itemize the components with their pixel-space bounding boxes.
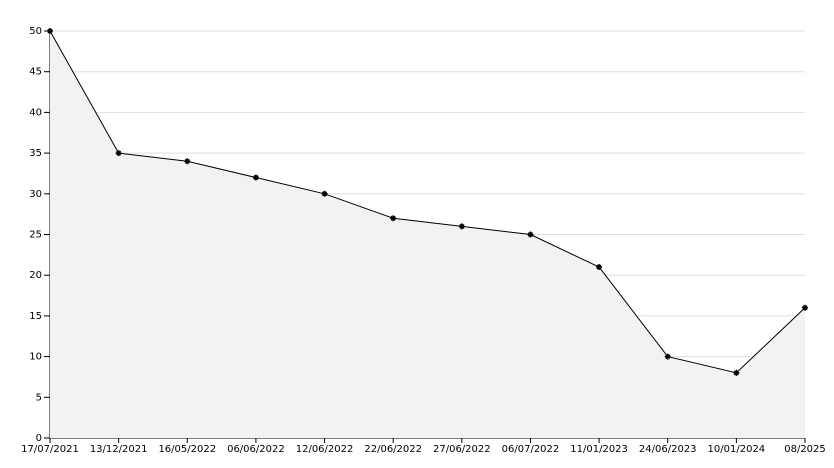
y-tick-label: 20 bbox=[29, 270, 42, 281]
y-tick-label: 10 bbox=[29, 352, 42, 363]
marker bbox=[184, 158, 191, 165]
x-tick-label: 27/06/2022 bbox=[433, 444, 491, 455]
y-tick-label: 15 bbox=[29, 311, 42, 322]
marker bbox=[527, 231, 534, 238]
marker bbox=[458, 223, 465, 230]
marker bbox=[321, 190, 328, 197]
x-tick-label: 10/01/2024 bbox=[708, 444, 766, 455]
y-tick-label: 0 bbox=[36, 433, 42, 444]
y-tick-label: 40 bbox=[29, 107, 42, 118]
x-tick-label: 11/01/2023 bbox=[570, 444, 628, 455]
x-tick-label: 12/06/2022 bbox=[296, 444, 354, 455]
y-tick-label: 50 bbox=[29, 26, 42, 37]
x-tick-label: 16/05/2022 bbox=[158, 444, 216, 455]
marker bbox=[733, 369, 740, 376]
x-tick-label: 22/06/2022 bbox=[364, 444, 422, 455]
x-tick-label: 24/06/2023 bbox=[639, 444, 697, 455]
marker bbox=[47, 28, 53, 34]
marker bbox=[390, 215, 397, 222]
y-tick-label: 45 bbox=[29, 67, 42, 78]
marker bbox=[802, 304, 808, 311]
y-tick-label: 5 bbox=[36, 392, 42, 403]
marker bbox=[252, 174, 259, 181]
x-tick-label: 17/07/2021 bbox=[21, 444, 79, 455]
marker bbox=[596, 264, 603, 271]
y-tick-label: 35 bbox=[29, 148, 42, 159]
area bbox=[50, 31, 805, 438]
x-tick-label: 06/07/2022 bbox=[502, 444, 560, 455]
y-tick-label: 30 bbox=[29, 189, 42, 200]
line bbox=[49, 30, 806, 374]
marker bbox=[664, 353, 671, 360]
x-tick-label: 13/12/2021 bbox=[90, 444, 148, 455]
marker bbox=[115, 150, 122, 157]
x-tick-label: 06/06/2022 bbox=[227, 444, 285, 455]
y-tick-label: 25 bbox=[29, 230, 42, 241]
x-tick-label: 08/2025 bbox=[784, 444, 826, 455]
